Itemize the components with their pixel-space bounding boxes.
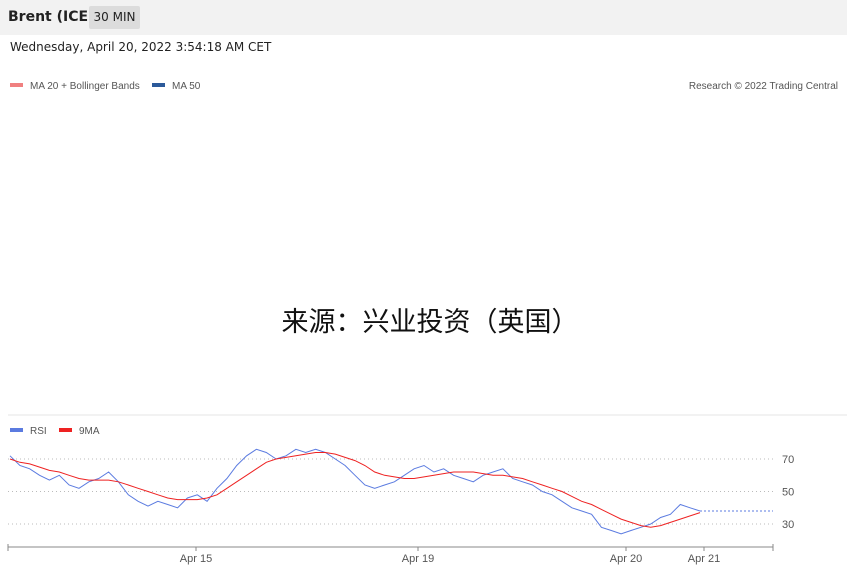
ma20-legend-swatch bbox=[10, 83, 23, 87]
rsi-tick-30: 30 bbox=[782, 519, 794, 531]
rsi-legend-swatch bbox=[10, 428, 23, 432]
x-axis: Apr 15 Apr 19 Apr 20 Apr 21 bbox=[7, 544, 774, 565]
ma50-legend-label: MA 50 bbox=[172, 81, 201, 92]
rsi-legend-label: RSI bbox=[30, 426, 47, 437]
x-tick-label: Apr 15 bbox=[180, 553, 212, 565]
report-datetime: Wednesday, April 20, 2022 3:54:18 AM CET bbox=[10, 40, 272, 54]
rsi-ma-line bbox=[9, 452, 701, 528]
chart-header: Brent (ICE) 30 MIN bbox=[0, 0, 847, 35]
timeframe-badge[interactable]: 30 MIN bbox=[89, 6, 140, 29]
ma20-legend-label: MA 20 + Bollinger Bands bbox=[30, 81, 140, 92]
rsi-ma-legend-swatch bbox=[59, 428, 72, 432]
watermark-text: 来源：兴业投资（英国） bbox=[282, 307, 579, 338]
rsi-pane: 30 50 70 bbox=[8, 448, 794, 535]
symbol-title: Brent (ICE) bbox=[8, 9, 95, 25]
rsi-ma-legend-label: 9MA bbox=[79, 426, 100, 437]
x-tick-label: Apr 21 bbox=[688, 553, 720, 565]
rsi-tick-70: 70 bbox=[782, 454, 794, 466]
x-tick-label: Apr 19 bbox=[402, 553, 434, 565]
ma50-legend-swatch bbox=[152, 83, 165, 87]
copyright-text: Research © 2022 Trading Central bbox=[689, 81, 838, 92]
x-tick-label: Apr 20 bbox=[610, 553, 642, 565]
rsi-tick-50: 50 bbox=[782, 487, 794, 499]
rsi-line bbox=[9, 448, 701, 535]
